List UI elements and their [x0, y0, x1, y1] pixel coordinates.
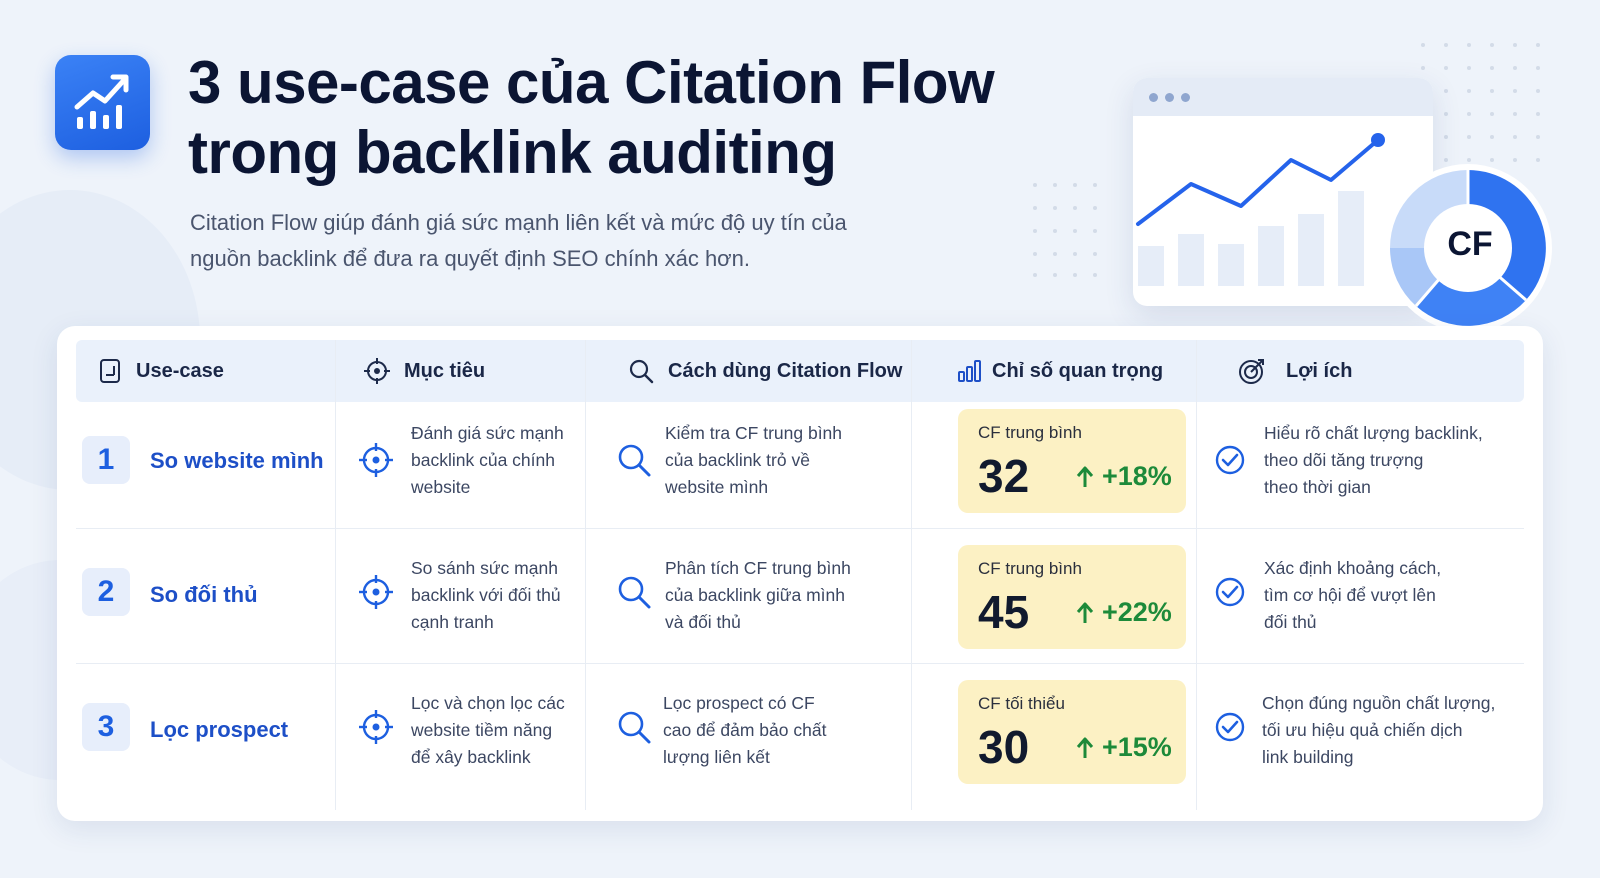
benefit-text: Xác định khoảng cách, tìm cơ hội để vượt… [1264, 558, 1442, 632]
usecase-name: So đối thủ [150, 582, 258, 607]
usecase-name: So website mình [150, 448, 324, 473]
column-divider [335, 340, 336, 810]
metric-delta: +22% [1076, 597, 1172, 628]
arrow-up-icon [1076, 602, 1094, 623]
bar-chart-icon [958, 360, 981, 382]
goal-text: Đánh giá sức mạnh backlink của chính web… [411, 423, 564, 497]
target-icon [359, 575, 393, 609]
row-number: 2 [82, 568, 130, 616]
document-icon [100, 359, 120, 383]
cf-donut-icon [1384, 164, 1552, 332]
benefit-text: Chọn đúng nguồn chất lượng, tối ưu hiệu … [1262, 693, 1496, 767]
usage-text: Kiểm tra CF trung bình của backlink trỏ … [665, 423, 843, 497]
usage-text: Lọc prospect có CF cao để đảm bảo chất l… [663, 693, 827, 767]
target-icon [359, 710, 393, 744]
chart-trend-up-icon [55, 55, 150, 150]
page-subtitle: Citation Flow giúp đánh giá sức mạnh liê… [190, 210, 847, 271]
column-header-goal: Mục tiêu [364, 340, 485, 402]
usecase-name: Lọc prospect [150, 717, 289, 742]
search-icon [618, 444, 651, 477]
target-icon [359, 443, 393, 477]
metric-delta: +18% [1076, 461, 1172, 492]
target-icon [364, 358, 390, 384]
usage-text: Phân tích CF trung bình của backlink giữ… [665, 558, 851, 632]
benefit-text: Hiểu rõ chất lượng backlink, theo dõi tă… [1264, 423, 1483, 497]
table-header: Use-case Mục tiêu Cách dùng Citation Flo… [76, 340, 1524, 402]
metric-card: CF tối thiểu 30 +15% [958, 680, 1186, 784]
metric-label: CF trung bình [978, 559, 1082, 578]
metric-value: 30 [978, 721, 1030, 773]
goal-text: Lọc và chọn lọc các website tiềm năng để… [411, 693, 565, 767]
window-titlebar [1133, 78, 1433, 116]
search-icon [618, 576, 651, 609]
arrow-up-icon [1076, 466, 1094, 487]
goal-text: So sánh sức mạnh backlink với đối thủ cạ… [411, 558, 561, 632]
check-circle-icon [1215, 712, 1245, 742]
metric-value: 45 [978, 586, 1030, 638]
metric-card: CF trung bình 32 +18% [958, 409, 1186, 513]
column-divider [1196, 340, 1197, 810]
check-circle-icon [1215, 577, 1245, 607]
line-chart-illustration [1136, 133, 1385, 286]
table-row: 3 Lọc prospect Lọc và chọn lọc các websi… [76, 677, 1524, 811]
column-header-metric: Chỉ số quan trọng [958, 340, 1163, 402]
metric-delta: +15% [1076, 732, 1172, 763]
cf-badge-label: CF [1447, 225, 1493, 263]
row-number: 1 [82, 436, 130, 484]
row-number: 3 [82, 703, 130, 751]
row-divider [76, 528, 1524, 529]
dot-pattern [1033, 183, 1097, 277]
metric-label: CF trung bình [978, 423, 1082, 442]
arrow-up-icon [1076, 737, 1094, 758]
metric-value: 32 [978, 450, 1030, 502]
check-circle-icon [1215, 445, 1245, 475]
table-row: 2 So đối thủ So sánh sức mạnh backlink v… [76, 542, 1524, 676]
dot-pattern [1421, 43, 1540, 162]
column-divider [585, 340, 586, 810]
row-divider [76, 663, 1524, 664]
table-row: 1 So website mình Đánh giá sức mạnh back… [76, 406, 1524, 540]
analytics-window-illustration [1133, 78, 1433, 306]
use-case-table: Use-case Mục tiêu Cách dùng Citation Flo… [57, 326, 1543, 821]
column-header-usage: Cách dùng Citation Flow [628, 340, 902, 402]
search-icon [618, 711, 651, 744]
search-icon [629, 359, 654, 384]
column-header-usecase: Use-case [98, 340, 224, 402]
metric-label: CF tối thiểu [978, 694, 1065, 713]
metric-card: CF trung bình 45 +22% [958, 545, 1186, 649]
column-header-benefit: Lợi ích [1238, 340, 1352, 402]
column-divider [911, 340, 912, 810]
goal-check-icon [1239, 359, 1264, 384]
page-title: 3 use-case của Citation Flow trong backl… [188, 49, 995, 186]
